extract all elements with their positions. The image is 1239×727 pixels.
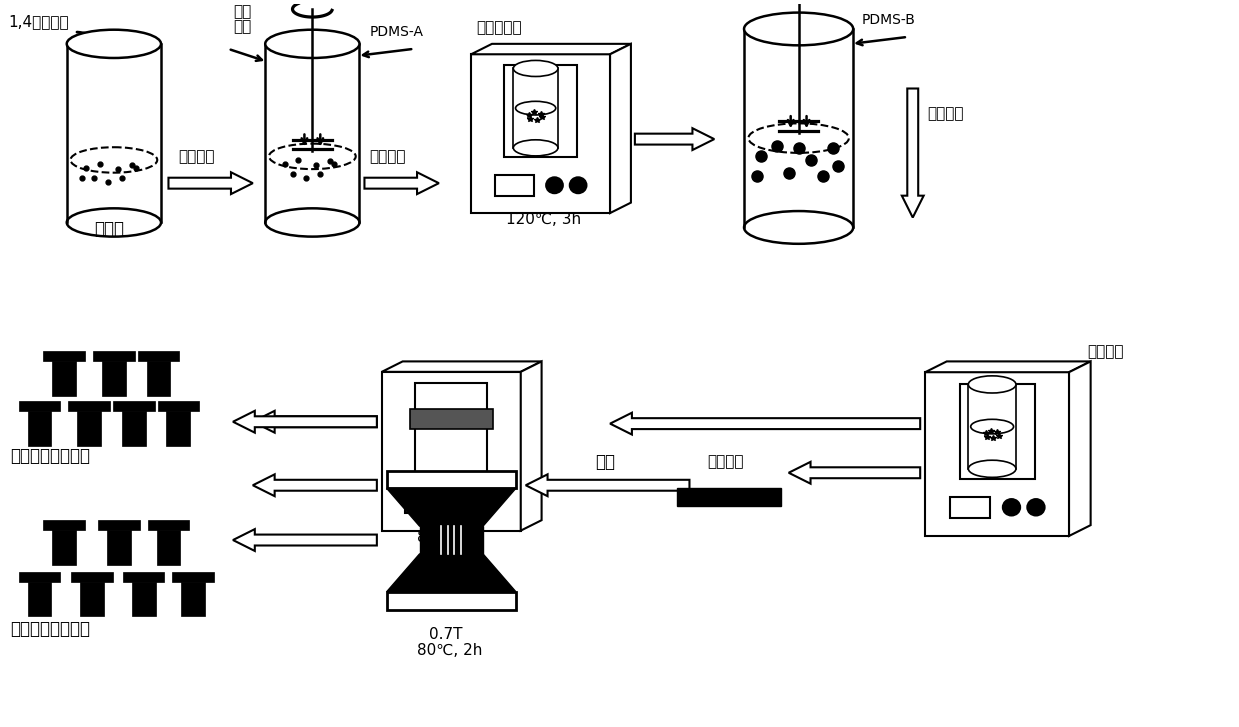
Polygon shape bbox=[253, 474, 377, 496]
Polygon shape bbox=[387, 554, 515, 592]
Text: 120℃, 3h: 120℃, 3h bbox=[506, 212, 581, 228]
Polygon shape bbox=[610, 413, 921, 435]
Polygon shape bbox=[77, 411, 102, 446]
Polygon shape bbox=[107, 530, 131, 565]
Polygon shape bbox=[113, 401, 155, 411]
Text: 各向同性磁敏橡胶: 各向同性磁敏橡胶 bbox=[10, 446, 89, 465]
Polygon shape bbox=[81, 582, 104, 616]
Polygon shape bbox=[902, 89, 923, 217]
Polygon shape bbox=[233, 529, 377, 551]
Text: 倒入模具: 倒入模具 bbox=[707, 454, 743, 470]
Polygon shape bbox=[156, 530, 181, 565]
Polygon shape bbox=[123, 572, 165, 582]
Polygon shape bbox=[471, 55, 610, 213]
Polygon shape bbox=[68, 401, 110, 411]
Text: 超声分散: 超声分散 bbox=[369, 149, 406, 164]
Polygon shape bbox=[43, 351, 85, 361]
Text: 0.7T: 0.7T bbox=[430, 627, 463, 642]
Polygon shape bbox=[1069, 361, 1090, 536]
Polygon shape bbox=[147, 521, 190, 530]
Text: PDMS-B: PDMS-B bbox=[861, 13, 916, 27]
Polygon shape bbox=[146, 361, 171, 396]
Polygon shape bbox=[634, 128, 714, 150]
Ellipse shape bbox=[570, 177, 586, 193]
Text: 各向异性磁敏橡胶: 各向异性磁敏橡胶 bbox=[10, 620, 89, 638]
Ellipse shape bbox=[265, 30, 359, 58]
Ellipse shape bbox=[457, 495, 473, 511]
Polygon shape bbox=[233, 411, 377, 433]
Text: 除去分散剑: 除去分散剑 bbox=[476, 20, 522, 35]
Polygon shape bbox=[102, 361, 126, 396]
Polygon shape bbox=[494, 175, 534, 196]
Text: 罺基: 罺基 bbox=[233, 4, 252, 19]
Polygon shape bbox=[121, 411, 146, 446]
Polygon shape bbox=[27, 582, 51, 616]
Ellipse shape bbox=[969, 376, 1016, 393]
Polygon shape bbox=[405, 492, 445, 513]
Polygon shape bbox=[382, 361, 541, 371]
Text: 1,4二氧六环: 1,4二氧六环 bbox=[9, 14, 69, 29]
Text: 除去气泡: 除去气泡 bbox=[1087, 345, 1124, 359]
Polygon shape bbox=[387, 470, 515, 489]
Polygon shape bbox=[138, 351, 180, 361]
Polygon shape bbox=[253, 411, 377, 433]
Polygon shape bbox=[27, 411, 51, 446]
Polygon shape bbox=[19, 401, 61, 411]
Polygon shape bbox=[504, 65, 576, 158]
Polygon shape bbox=[415, 383, 487, 475]
Ellipse shape bbox=[513, 60, 558, 76]
Ellipse shape bbox=[546, 177, 563, 193]
Polygon shape bbox=[520, 361, 541, 531]
Polygon shape bbox=[98, 521, 140, 530]
Polygon shape bbox=[169, 172, 253, 194]
Polygon shape bbox=[960, 384, 1035, 478]
Text: 石墨烯: 石墨烯 bbox=[94, 220, 124, 238]
Polygon shape bbox=[525, 474, 689, 496]
Polygon shape bbox=[949, 497, 990, 518]
Polygon shape bbox=[166, 411, 191, 446]
Polygon shape bbox=[926, 361, 1090, 372]
Polygon shape bbox=[789, 462, 921, 483]
Ellipse shape bbox=[1027, 499, 1044, 515]
Polygon shape bbox=[93, 351, 135, 361]
Ellipse shape bbox=[481, 495, 497, 511]
Ellipse shape bbox=[745, 12, 854, 45]
Polygon shape bbox=[52, 361, 76, 396]
Polygon shape bbox=[676, 489, 782, 506]
Text: 80℃, 2h: 80℃, 2h bbox=[416, 530, 482, 545]
Text: 铁粉: 铁粉 bbox=[233, 19, 252, 34]
Polygon shape bbox=[410, 409, 493, 429]
Polygon shape bbox=[19, 572, 61, 582]
Polygon shape bbox=[157, 401, 199, 411]
Polygon shape bbox=[471, 44, 631, 55]
Polygon shape bbox=[71, 572, 113, 582]
Polygon shape bbox=[382, 371, 520, 531]
Polygon shape bbox=[52, 530, 76, 565]
Polygon shape bbox=[131, 582, 156, 616]
Polygon shape bbox=[926, 372, 1069, 536]
Ellipse shape bbox=[1002, 499, 1020, 515]
Polygon shape bbox=[420, 526, 483, 554]
Polygon shape bbox=[610, 44, 631, 213]
Ellipse shape bbox=[67, 30, 161, 58]
Text: 固化: 固化 bbox=[595, 453, 616, 470]
Polygon shape bbox=[387, 592, 515, 609]
Text: PDMS-A: PDMS-A bbox=[369, 25, 424, 39]
Polygon shape bbox=[364, 172, 439, 194]
Polygon shape bbox=[387, 489, 515, 526]
Polygon shape bbox=[43, 521, 85, 530]
Polygon shape bbox=[181, 582, 206, 616]
Text: 超声分散: 超声分散 bbox=[178, 149, 214, 164]
Text: 超声分散: 超声分散 bbox=[928, 106, 964, 121]
Polygon shape bbox=[172, 572, 214, 582]
Text: 80℃, 2h: 80℃, 2h bbox=[416, 643, 482, 658]
